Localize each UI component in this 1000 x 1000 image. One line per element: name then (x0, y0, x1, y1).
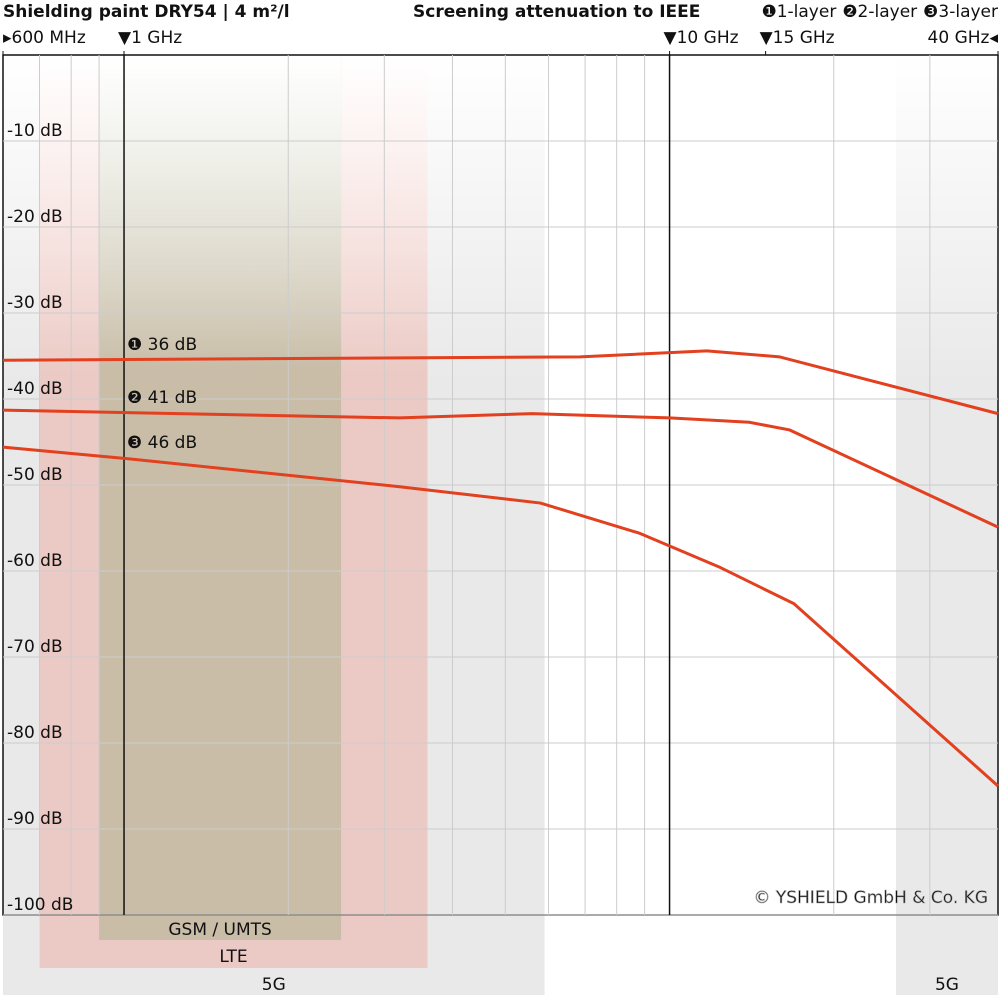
copyright: © YSHIELD GmbH & Co. KG (753, 888, 988, 908)
x-tick-label: ▸600 MHz (3, 28, 86, 48)
series-line (2, 349, 999, 416)
annotation: ❶ 36 dB (127, 335, 197, 355)
y-tick-label: -30 dB (7, 293, 63, 313)
annotation: ❷ 41 dB (127, 388, 197, 408)
band-label: GSM / UMTS (168, 920, 271, 940)
legend: ❶1-layer ❷2-layer ❸3-layer (761, 2, 998, 22)
band-fade (99, 55, 342, 940)
legend-entry: ❶1-layer (761, 2, 836, 22)
y-tick-label: -80 dB (7, 723, 63, 743)
band-label: LTE (219, 947, 247, 967)
y-tick-label: -100 dB (7, 895, 73, 915)
chart-title: Shielding paint DRY54 | 4 m²/l (3, 2, 290, 22)
legend-entry: ❷2-layer (842, 2, 917, 22)
band-fade (895, 55, 998, 995)
series-line (2, 445, 999, 788)
y-tick-label: -50 dB (7, 465, 63, 485)
subtitle: Screening attenuation to IEEE (413, 2, 700, 22)
y-tick-label: -20 dB (7, 207, 63, 227)
series-line (2, 408, 999, 529)
y-tick-label: -70 dB (7, 637, 63, 657)
y-tick-label: -60 dB (7, 551, 63, 571)
y-tick-label: -10 dB (7, 121, 63, 141)
y-tick-label: -90 dB (7, 809, 63, 829)
x-tick-label: ▼15 GHz (760, 28, 835, 48)
x-tick-label: ▼1 GHz (118, 28, 182, 48)
legend-entry: ❸3-layer (923, 2, 998, 22)
x-tick-label: ▼10 GHz (664, 28, 739, 48)
band-label: 5G (935, 975, 959, 995)
y-tick-label: -40 dB (7, 379, 63, 399)
x-tick-label: 40 GHz◂ (928, 28, 999, 48)
annotation: ❸ 46 dB (127, 433, 197, 453)
band-label: 5G (262, 975, 286, 995)
